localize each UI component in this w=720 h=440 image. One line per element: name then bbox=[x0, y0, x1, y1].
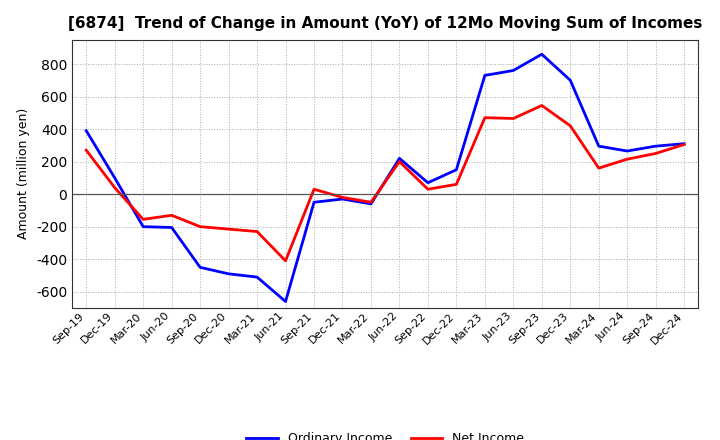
Ordinary Income bbox=[652, 143, 660, 149]
Ordinary Income bbox=[537, 51, 546, 57]
Ordinary Income bbox=[82, 128, 91, 133]
Net Income bbox=[282, 258, 290, 264]
Ordinary Income bbox=[623, 148, 631, 154]
Ordinary Income bbox=[366, 201, 375, 206]
Ordinary Income bbox=[595, 143, 603, 149]
Ordinary Income bbox=[110, 175, 119, 180]
Net Income bbox=[82, 147, 91, 153]
Net Income bbox=[395, 159, 404, 164]
Net Income bbox=[537, 103, 546, 108]
Ordinary Income bbox=[338, 196, 347, 202]
Net Income bbox=[680, 142, 688, 147]
Ordinary Income bbox=[680, 141, 688, 147]
Ordinary Income bbox=[566, 77, 575, 83]
Net Income bbox=[623, 157, 631, 162]
Net Income bbox=[452, 182, 461, 187]
Legend: Ordinary Income, Net Income: Ordinary Income, Net Income bbox=[241, 427, 529, 440]
Net Income bbox=[225, 227, 233, 232]
Ordinary Income bbox=[225, 271, 233, 276]
Ordinary Income bbox=[480, 73, 489, 78]
Net Income bbox=[110, 185, 119, 190]
Net Income bbox=[566, 123, 575, 128]
Net Income bbox=[253, 229, 261, 234]
Net Income bbox=[167, 213, 176, 218]
Net Income bbox=[652, 151, 660, 156]
Net Income bbox=[366, 200, 375, 205]
Ordinary Income bbox=[196, 265, 204, 270]
Ordinary Income bbox=[452, 167, 461, 172]
Ordinary Income bbox=[282, 299, 290, 304]
Ordinary Income bbox=[395, 156, 404, 161]
Line: Ordinary Income: Ordinary Income bbox=[86, 54, 684, 301]
Ordinary Income bbox=[310, 200, 318, 205]
Net Income bbox=[423, 187, 432, 192]
Net Income bbox=[196, 224, 204, 229]
Net Income bbox=[595, 165, 603, 171]
Line: Net Income: Net Income bbox=[86, 106, 684, 261]
Ordinary Income bbox=[167, 225, 176, 230]
Ordinary Income bbox=[423, 180, 432, 185]
Net Income bbox=[480, 115, 489, 120]
Net Income bbox=[310, 187, 318, 192]
Net Income bbox=[139, 217, 148, 222]
Ordinary Income bbox=[139, 224, 148, 229]
Ordinary Income bbox=[509, 68, 518, 73]
Net Income bbox=[509, 116, 518, 121]
Y-axis label: Amount (million yen): Amount (million yen) bbox=[17, 108, 30, 239]
Ordinary Income bbox=[253, 275, 261, 280]
Net Income bbox=[338, 195, 347, 200]
Title: [6874]  Trend of Change in Amount (YoY) of 12Mo Moving Sum of Incomes: [6874] Trend of Change in Amount (YoY) o… bbox=[68, 16, 703, 32]
